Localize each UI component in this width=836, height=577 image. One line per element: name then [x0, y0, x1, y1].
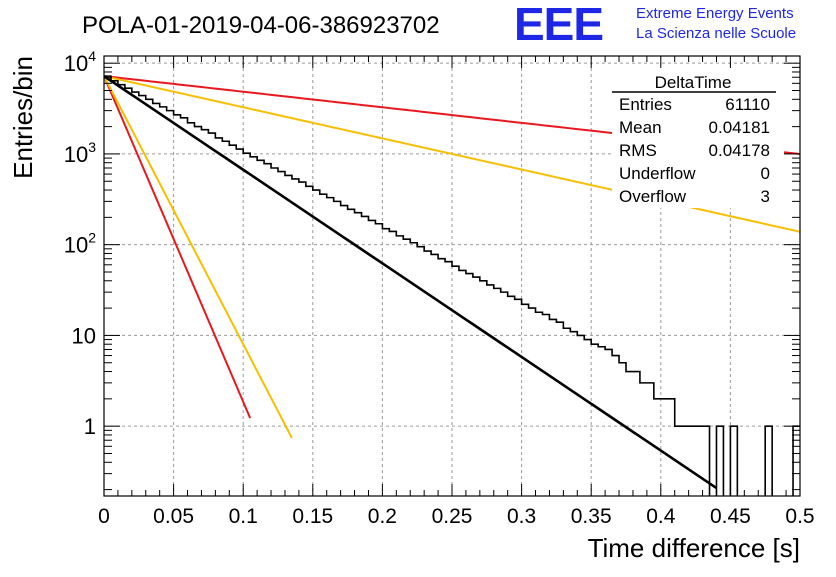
x-tick-label: 0.05	[153, 505, 194, 528]
x-tick-label: 0	[98, 505, 110, 528]
x-tick-label: 0.5	[785, 505, 814, 528]
stats-value-rms: 0.04178	[709, 141, 770, 160]
stats-label-underflow: Underflow	[619, 164, 696, 183]
logo-line-2: La Scienza nelle Scuole	[636, 25, 796, 42]
x-tick-label: 0.4	[646, 505, 676, 528]
eee-logo: EEE	[514, 0, 603, 50]
y-tick-label: 1	[84, 414, 96, 439]
stats-label-overflow: Overflow	[619, 187, 687, 206]
logo-line-1: Extreme Energy Events	[636, 5, 794, 22]
stats-value-overflow: 3	[761, 187, 770, 206]
curve-yellow-1	[104, 75, 293, 439]
x-tick-label: 0.45	[710, 505, 751, 528]
y-axis-title: Entries/bin	[8, 56, 38, 179]
x-tick-label: 0.25	[432, 505, 473, 528]
x-tick-label: 0.15	[292, 505, 333, 528]
x-tick-label: 0.2	[368, 505, 397, 528]
stats-label-entries: Entries	[619, 95, 672, 114]
x-tick-label: 0.35	[571, 505, 612, 528]
chart-title: POLA-01-2019-04-06-386923702	[82, 12, 440, 39]
stats-value-underflow: 0	[761, 164, 770, 183]
y-tick-exponent: 4	[88, 48, 96, 64]
stats-value-mean: 0.04181	[709, 118, 770, 137]
y-tick-exponent: 3	[88, 139, 96, 155]
histogram	[104, 75, 800, 496]
curve-red-0	[104, 75, 252, 419]
stats-background	[612, 66, 784, 208]
y-tick-exponent: 2	[88, 230, 96, 246]
x-tick-label: 0.1	[229, 505, 258, 528]
stats-label-rms: RMS	[619, 141, 657, 160]
fit-line	[104, 75, 718, 490]
stats-title: DeltaTime	[655, 73, 732, 92]
y-tick-label: 10	[72, 323, 96, 348]
x-tick-label: 0.3	[507, 505, 536, 528]
stats-value-entries: 61110	[725, 95, 770, 114]
x-axis-title: Time difference [s]	[588, 533, 800, 563]
stats-label-mean: Mean	[619, 118, 662, 137]
stats-box: DeltaTime Entries 61110 Mean 0.04181 RMS…	[612, 66, 784, 208]
